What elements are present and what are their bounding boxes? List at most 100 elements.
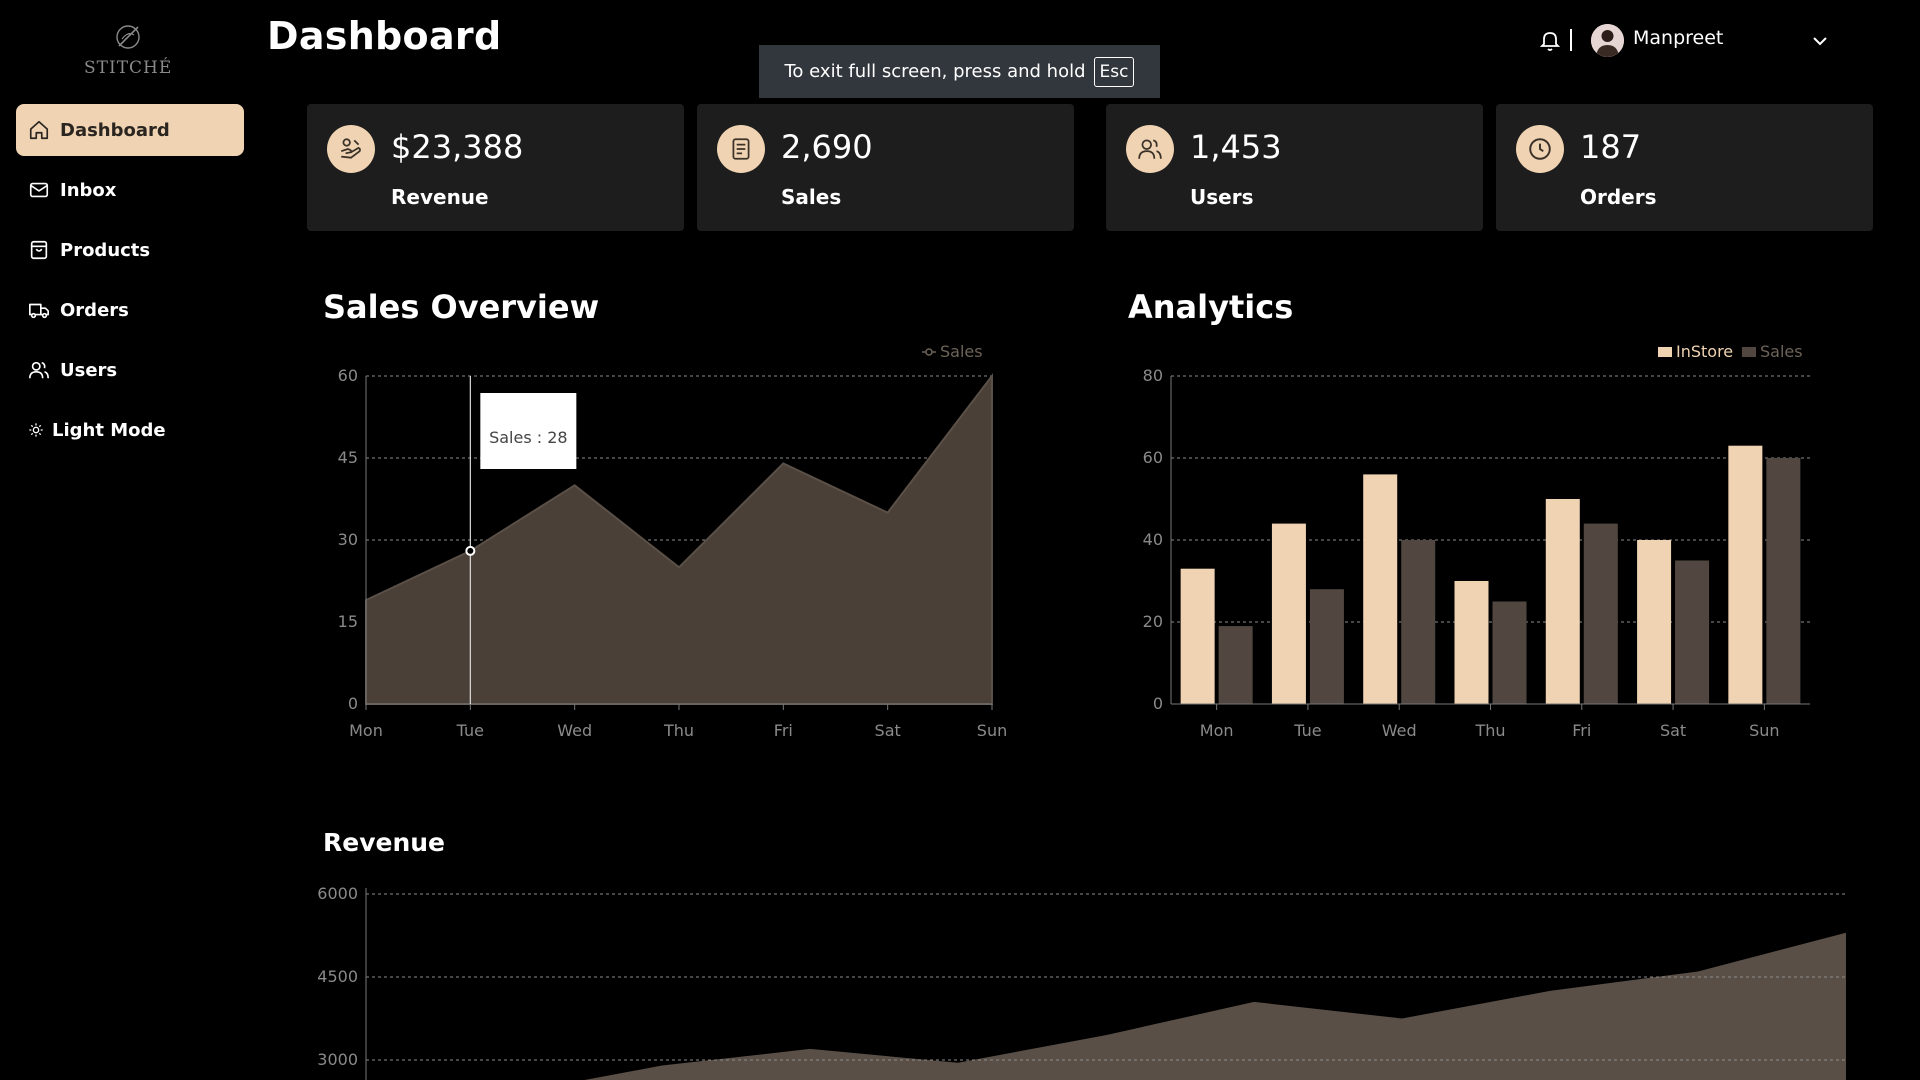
- sidebar-item-label: Inbox: [60, 179, 117, 201]
- users-icon: [28, 359, 50, 381]
- revenue-chart[interactable]: 3000 4500 6000: [300, 870, 1860, 1080]
- x-tick-label: Sun: [1749, 721, 1779, 740]
- stat-value: 187: [1580, 128, 1642, 166]
- analytics-chart[interactable]: 0 20 40 60 80 Mon Tue Wed Thu Fri Sat Sun InStore Sal…: [1110, 330, 1830, 750]
- sun-icon: [28, 422, 44, 438]
- x-tick-label: Sat: [1660, 721, 1686, 740]
- analytics-title: Analytics: [1128, 288, 1294, 326]
- bar-instore: [1637, 540, 1672, 704]
- x-tick-label: Mon: [349, 721, 383, 740]
- y-tick-label: 0: [348, 694, 358, 713]
- mail-icon: [28, 179, 50, 201]
- y-tick-label: 3000: [317, 1050, 358, 1069]
- sidebar-item-users[interactable]: Users: [16, 344, 244, 396]
- legend-label: Sales: [1760, 342, 1803, 361]
- bar-sales: [1583, 523, 1618, 704]
- y-tick-label: 20: [1143, 612, 1163, 631]
- y-tick-label: 60: [338, 366, 358, 385]
- y-tick-label: 40: [1143, 530, 1163, 549]
- page-title: Dashboard: [267, 14, 502, 58]
- stat-card-users[interactable]: 1,453 Users: [1106, 104, 1483, 231]
- legend-swatch-sales: [1742, 347, 1756, 357]
- bar-instore: [1545, 499, 1580, 704]
- sidebar-item-label: Orders: [60, 299, 129, 321]
- stat-card-orders[interactable]: 187 Orders: [1496, 104, 1873, 231]
- stat-card-revenue[interactable]: $23,388 Revenue: [307, 104, 684, 231]
- bar-sales: [1675, 560, 1710, 704]
- brand-logo[interactable]: STITCHÉ: [84, 22, 172, 78]
- bar-sales: [1766, 458, 1801, 704]
- bell-icon[interactable]: [1538, 28, 1562, 52]
- x-tick-label: Sat: [875, 721, 901, 740]
- users-icon: [1126, 125, 1174, 173]
- legend-marker: [925, 348, 933, 356]
- bar-instore: [1454, 581, 1489, 704]
- tooltip-label: Sales : 28: [489, 428, 568, 447]
- sidebar-item-products[interactable]: Products: [16, 224, 244, 276]
- truck-icon: [28, 299, 50, 321]
- sidebar-item-inbox[interactable]: Inbox: [16, 164, 244, 216]
- tooltip-box: [480, 393, 577, 469]
- bar-instore: [1728, 445, 1763, 704]
- header-divider: [1570, 29, 1572, 51]
- x-tick-label: Tue: [456, 721, 484, 740]
- sidebar-nav: Dashboard Inbox Products Orders Users Li…: [16, 104, 244, 464]
- stat-value: $23,388: [391, 128, 524, 166]
- stat-value: 2,690: [781, 128, 873, 166]
- x-tick-label: Mon: [1200, 721, 1234, 740]
- y-tick-label: 15: [338, 612, 358, 631]
- x-tick-label: Sun: [977, 721, 1007, 740]
- bar-sales: [1401, 540, 1436, 704]
- brand-name: STITCHÉ: [84, 58, 173, 78]
- legend-label: Sales: [940, 342, 983, 361]
- home-icon: [28, 119, 50, 141]
- sidebar-item-dashboard[interactable]: Dashboard: [16, 104, 244, 156]
- avatar[interactable]: [1591, 24, 1624, 57]
- clock-icon: [1516, 125, 1564, 173]
- y-tick-label: 80: [1143, 366, 1163, 385]
- stat-card-sales[interactable]: 2,690 Sales: [697, 104, 1074, 231]
- esc-key-hint: Esc: [1093, 56, 1135, 87]
- legend-swatch-instore: [1658, 347, 1672, 357]
- bar-instore: [1180, 568, 1215, 704]
- sidebar-item-label: Products: [60, 239, 151, 261]
- x-tick-label: Fri: [774, 721, 793, 740]
- user-name[interactable]: Manpreet: [1633, 27, 1724, 49]
- y-tick-label: 60: [1143, 448, 1163, 467]
- sidebar-item-label: Dashboard: [60, 119, 170, 141]
- sidebar-item-label: Users: [60, 359, 118, 381]
- legend-label: InStore: [1676, 342, 1733, 361]
- revenue-title: Revenue: [323, 828, 446, 857]
- y-tick-label: 30: [338, 530, 358, 549]
- stat-label: Revenue: [391, 185, 489, 209]
- y-tick-label: 0: [1153, 694, 1163, 713]
- active-data-point: [465, 545, 476, 556]
- bar-instore: [1271, 523, 1306, 704]
- sidebar-item-light-mode[interactable]: Light Mode: [16, 404, 244, 456]
- stat-label: Orders: [1580, 185, 1657, 209]
- x-tick-label: Thu: [1474, 721, 1505, 740]
- stat-label: Users: [1190, 185, 1254, 209]
- chevron-down-icon[interactable]: [1810, 31, 1830, 51]
- revenue-icon: [327, 125, 375, 173]
- stat-label: Sales: [781, 185, 842, 209]
- x-tick-label: Fri: [1572, 721, 1591, 740]
- shopping-bag-icon: [28, 239, 50, 261]
- stat-value: 1,453: [1190, 128, 1282, 166]
- sales-overview-chart[interactable]: 0 15 30 45 60 Mon Tue Wed Thu Fri Sat Sun Sales : 28…: [320, 330, 1020, 750]
- x-tick-label: Wed: [557, 721, 592, 740]
- x-tick-label: Thu: [663, 721, 694, 740]
- needle-thread-icon: [116, 25, 140, 49]
- receipt-icon: [717, 125, 765, 173]
- sidebar-item-orders[interactable]: Orders: [16, 284, 244, 336]
- y-tick-label: 4500: [317, 967, 358, 986]
- x-tick-label: Tue: [1293, 721, 1321, 740]
- bar-sales: [1492, 601, 1527, 704]
- fullscreen-notice: To exit full screen, press and hold Esc: [759, 45, 1160, 98]
- x-tick-label: Wed: [1382, 721, 1417, 740]
- bar-sales: [1218, 626, 1253, 704]
- bar-sales: [1309, 589, 1344, 704]
- sales-area: [365, 373, 993, 705]
- sales-overview-title: Sales Overview: [323, 288, 600, 326]
- revenue-area: [584, 932, 1846, 1080]
